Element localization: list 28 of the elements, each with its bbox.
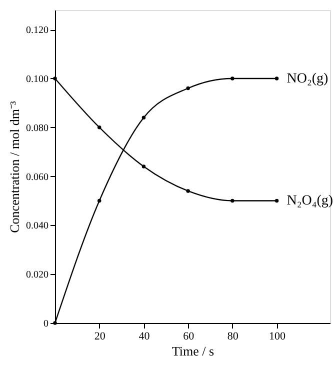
x-tick-label: 40 (138, 330, 150, 342)
y-tick-label: 0.020 (26, 270, 48, 281)
series-label: N₂O₄(g) (286, 194, 334, 209)
y-tick-label: 0.120 (26, 25, 48, 36)
y-axis-title: Concentration / mol dm⁻³ (7, 101, 22, 233)
x-tick-label: 80 (227, 330, 239, 342)
point (97, 198, 102, 203)
y-tick-label: 0.040 (26, 220, 48, 232)
point (274, 198, 279, 203)
point (97, 126, 102, 130)
y-tick-label: 0.100 (26, 74, 48, 85)
x-axis-title: Time / s (172, 344, 214, 358)
point (274, 76, 279, 80)
y-tick-label: 0.080 (26, 122, 48, 134)
point (142, 164, 146, 168)
point (53, 321, 57, 325)
point (186, 189, 190, 193)
y-tick-label: 0 (44, 318, 48, 330)
point (53, 76, 57, 80)
y-tick-label: 0.060 (26, 172, 48, 183)
x-tick-label: 20 (94, 330, 106, 342)
x-tick-label: 100 (269, 330, 286, 342)
point (186, 86, 190, 90)
x-tick-label: 60 (183, 330, 195, 342)
point (230, 198, 234, 203)
point (142, 116, 146, 120)
series-label: NO₂(g) (286, 71, 329, 86)
point (230, 76, 234, 80)
